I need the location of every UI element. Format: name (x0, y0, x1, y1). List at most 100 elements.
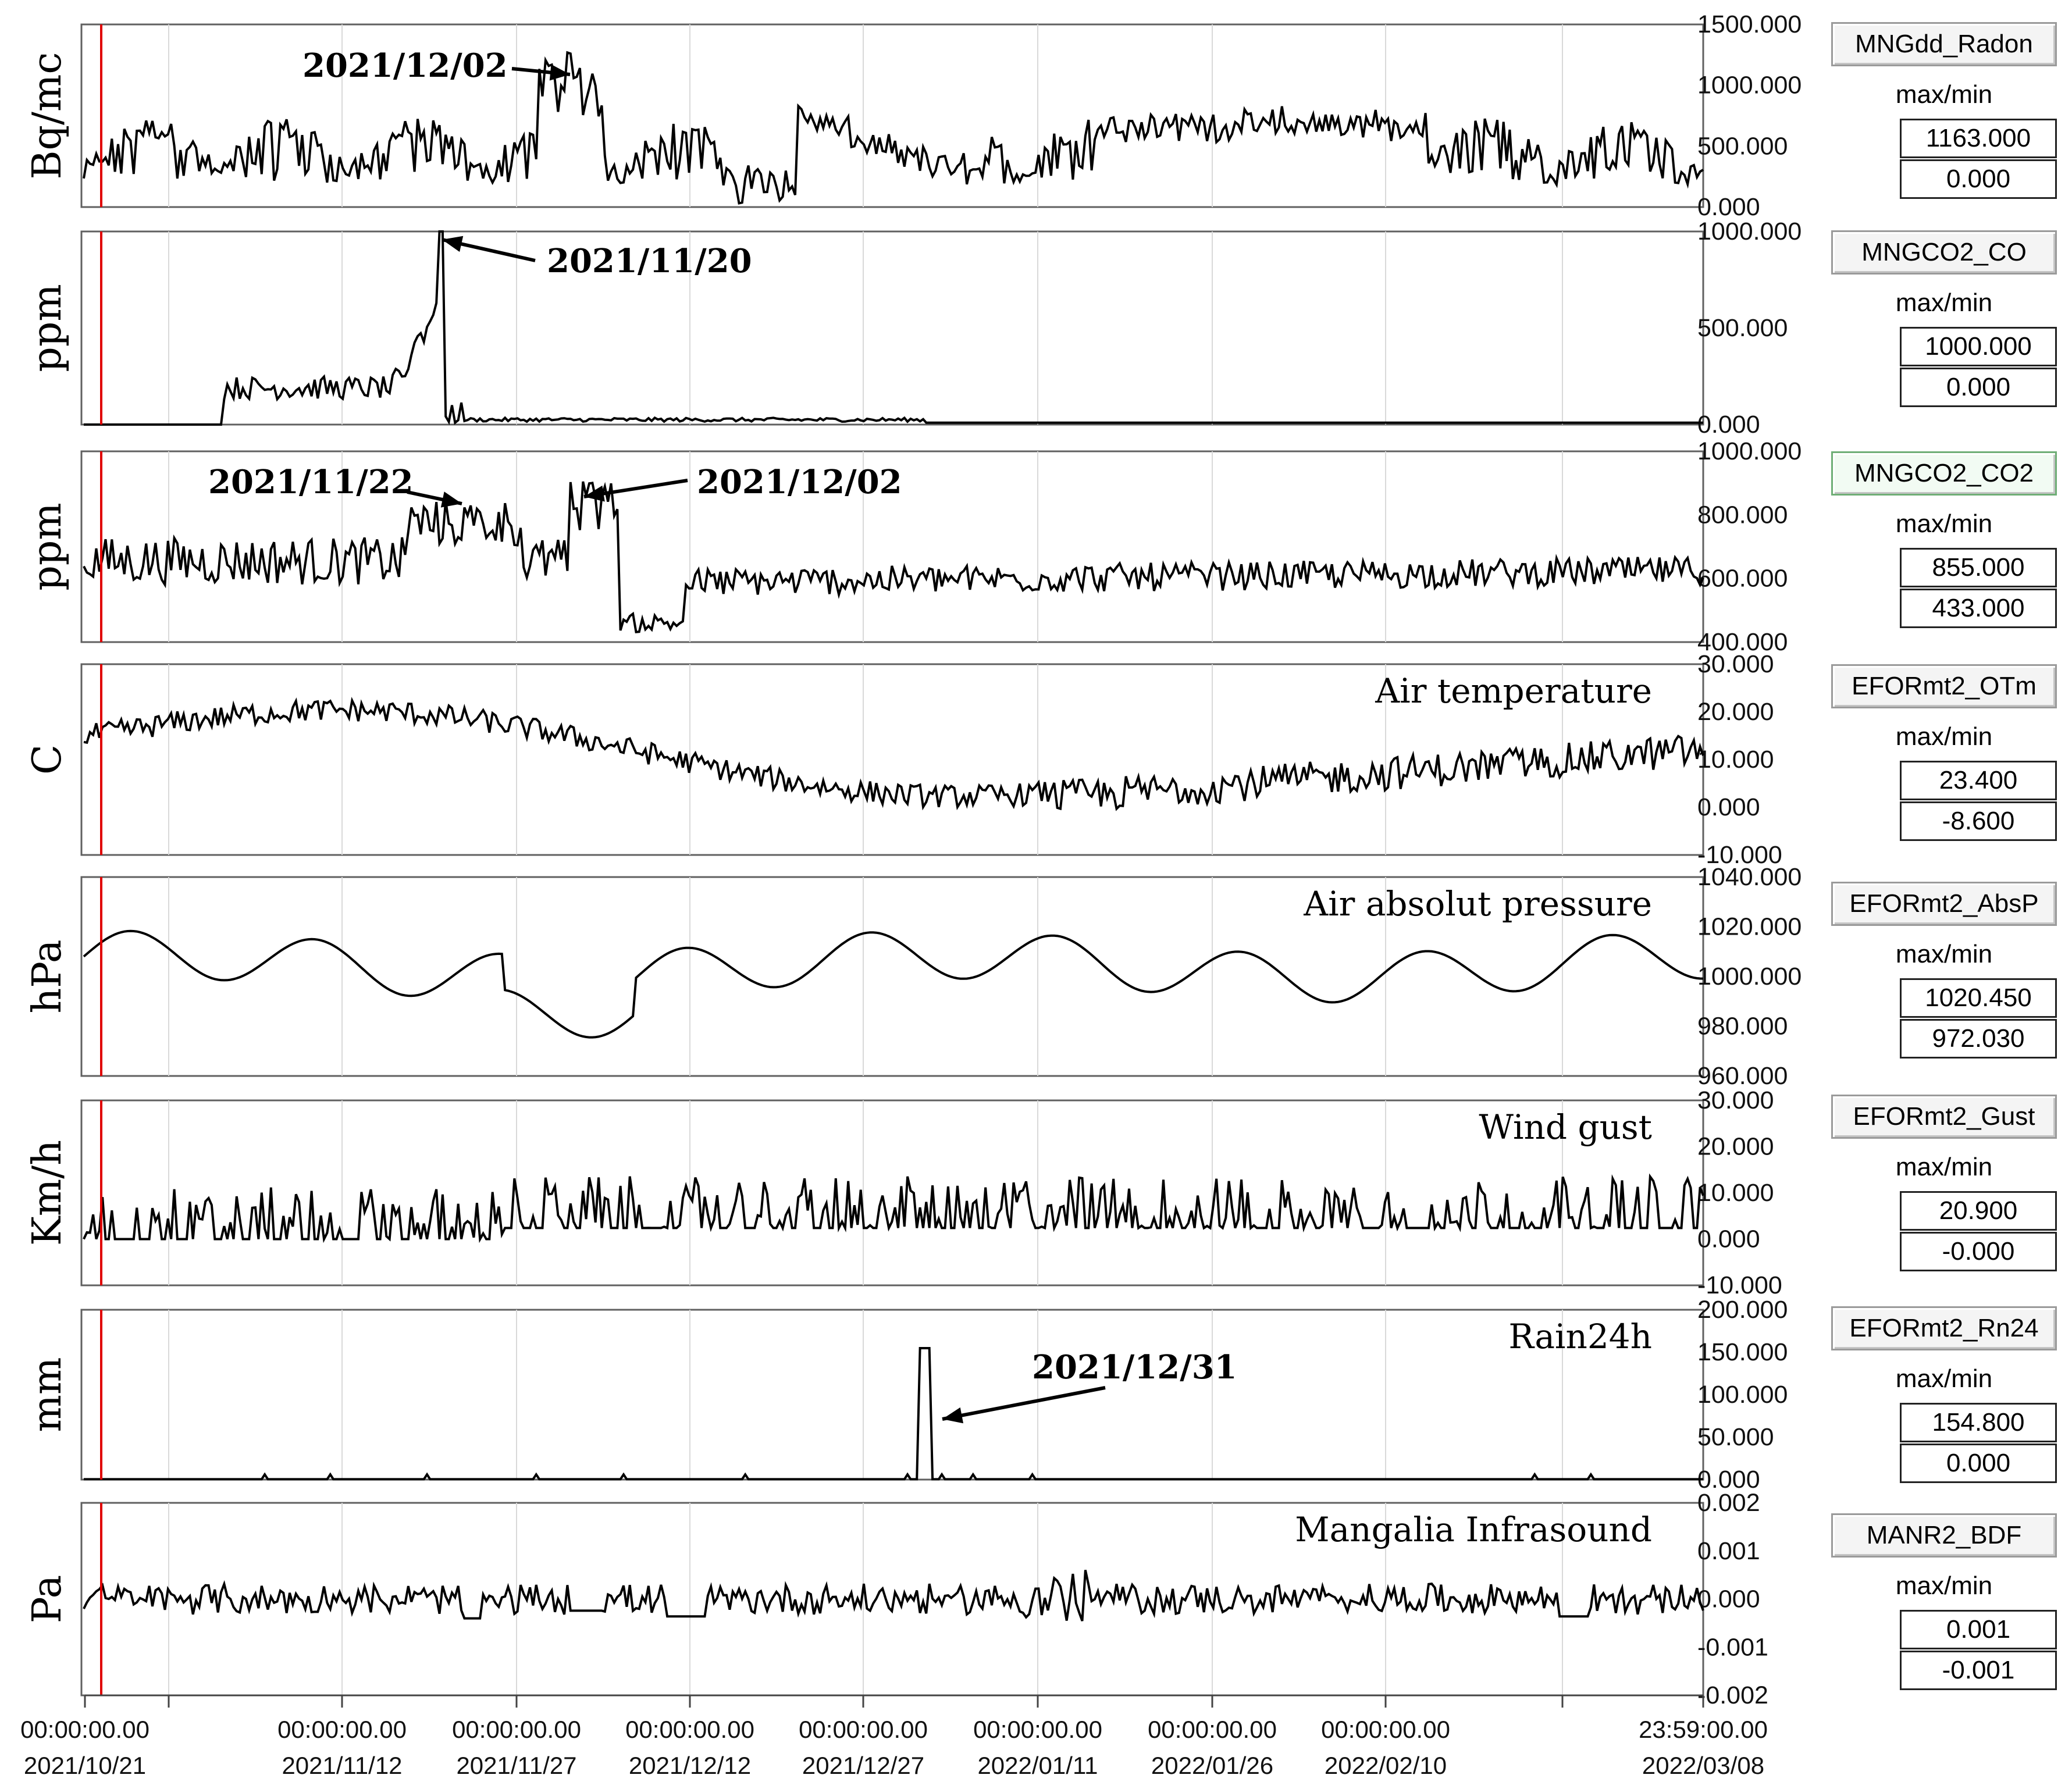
co2-ytick-label: 600.000 (1697, 565, 1788, 593)
max-value-field[interactable]: 0.001 (1900, 1610, 2057, 1649)
annotation-arrowhead (442, 236, 464, 252)
radon-ytick-label: 1000.000 (1697, 72, 1802, 99)
infra-ytick-label: 0.000 (1697, 1585, 1760, 1613)
x-tick-time: 00:00:00.00 (1321, 1716, 1450, 1743)
max-value-field[interactable]: 1020.450 (1900, 978, 2057, 1018)
channel-button-temp[interactable]: EFORmt2_OTm (1831, 664, 2057, 708)
max-value-field[interactable]: 855.000 (1900, 548, 2057, 587)
channel-button-infra[interactable]: MANR2_BDF (1831, 1513, 2057, 1558)
x-tick-date: 2022/03/08 (1642, 1752, 1764, 1779)
annotation-arrow (942, 1386, 1106, 1421)
rain-ytick-label: 0.000 (1697, 1466, 1760, 1494)
x-tick-date: 2021/10/21 (24, 1752, 146, 1779)
channel-button-co[interactable]: MNGCO2_CO (1831, 230, 2057, 275)
max-value-field[interactable]: 1163.000 (1900, 119, 2057, 158)
co2-ytick-label: 1000.000 (1697, 437, 1802, 465)
channel-button-rain[interactable]: EFORmt2_Rn24 (1831, 1306, 2057, 1350)
max-min-label: max/min (1895, 1153, 1993, 1181)
channel-button-pressure[interactable]: EFORmt2_AbsP (1831, 882, 2057, 926)
channel-button-gust[interactable]: EFORmt2_Gust (1831, 1095, 2057, 1139)
pressure-ytick-label: 1000.000 (1697, 963, 1802, 990)
rain-ytick-label: 200.000 (1697, 1296, 1788, 1324)
co-ytick-label: 500.000 (1697, 314, 1788, 342)
max-min-label: max/min (1895, 509, 1993, 538)
min-value-field[interactable]: -0.000 (1900, 1232, 2057, 1271)
rain-frame (80, 1309, 1704, 1481)
gust-ytick-label: -10.000 (1697, 1271, 1782, 1299)
temp-ytick-label: 30.000 (1697, 650, 1774, 678)
rain-panel[interactable]: 200.000 150.000 100.000 50.000 0.000 mm Rain24… (24, 1296, 1788, 1494)
rain-title: Rain24h (1508, 1317, 1652, 1356)
radon-panel[interactable]: 1500.000 1000.000 500.000 0.000 Bq/mc (24, 10, 1802, 221)
min-value-field[interactable]: 433.000 (1900, 589, 2057, 628)
max-value-field[interactable]: 23.400 (1900, 761, 2057, 800)
infra-ytick-label: 0.001 (1697, 1537, 1760, 1565)
radon-ytick-label: 0.000 (1697, 193, 1760, 221)
min-value-field[interactable]: 0.000 (1900, 368, 2057, 407)
rain-ytick-label: 100.000 (1697, 1381, 1788, 1409)
max-min-label: max/min (1895, 1364, 1993, 1393)
x-tick-time: 00:00:00.00 (625, 1716, 754, 1743)
min-value-field[interactable]: 0.000 (1900, 159, 2057, 199)
co2-ytick-label: 800.000 (1697, 501, 1788, 529)
annotation-label: 2021/12/02 (302, 47, 508, 85)
x-tick-date: 2022/01/26 (1151, 1752, 1273, 1779)
channel-button-co2[interactable]: MNGCO2_CO2 (1831, 451, 2057, 496)
time-axis: 00:00:00.00 2021/10/21 00:00:00.00 2021/11/… (20, 1694, 1768, 1779)
gust-ytick-label: 30.000 (1697, 1086, 1774, 1114)
pressure-panel[interactable]: 1040.000 1020.000 1000.000 980.000 960.000 hP… (24, 863, 1802, 1090)
gust-frame (80, 1099, 1704, 1286)
gust-ytick-label: 20.000 (1697, 1133, 1774, 1161)
x-tick-time: 00:00:00.00 (20, 1716, 149, 1743)
channel-button-radon[interactable]: MNGdd_Radon (1831, 22, 2057, 66)
radon-ytick-label: 500.000 (1697, 132, 1788, 160)
gust-ytick-label: 0.000 (1697, 1225, 1760, 1253)
pressure-ytick-label: 980.000 (1697, 1013, 1788, 1040)
x-tick-time: 00:00:00.00 (452, 1716, 581, 1743)
min-value-field[interactable]: -0.001 (1900, 1651, 2057, 1690)
co-ytick-label: 1000.000 (1697, 218, 1802, 245)
max-min-label: max/min (1895, 722, 1993, 751)
max-value-field[interactable]: 154.800 (1900, 1403, 2057, 1442)
min-value-field[interactable]: 972.030 (1900, 1019, 2057, 1059)
co2-trace (83, 481, 1704, 633)
pressure-ytick-label: 960.000 (1697, 1062, 1788, 1090)
rain-ytick-label: 50.000 (1697, 1423, 1774, 1451)
co-trace (84, 230, 1703, 426)
co-ytick-label: 0.000 (1697, 411, 1760, 439)
gust-panel[interactable]: 30.000 20.000 10.000 0.000 -10.000 Km/h Wind g… (24, 1086, 1782, 1299)
temp-panel[interactable]: 30.000 20.000 10.000 0.000 -10.000 C Air tempe… (24, 650, 1782, 869)
co-panel[interactable]: 1000.000 500.000 0.000 ppm (24, 218, 1802, 439)
x-tick-date: 2021/11/12 (282, 1752, 402, 1779)
x-tick-date: 2021/11/27 (456, 1752, 576, 1779)
min-value-field[interactable]: 0.000 (1900, 1444, 2057, 1483)
pressure-ytick-label: 1020.000 (1697, 913, 1802, 941)
co2-panel[interactable]: 1000.000 800.000 600.000 400.000 ppm (24, 437, 1802, 656)
annotation-arrowhead (549, 64, 570, 81)
infra-ytick-label: 0.002 (1697, 1489, 1760, 1517)
pressure-ytick-label: 1040.000 (1697, 863, 1802, 891)
infra-panel[interactable]: 0.002 0.001 0.000 -0.001 -0.002 Pa Mangalia In… (24, 1489, 1768, 1709)
gust-trace (83, 1173, 1704, 1243)
min-value-field[interactable]: -8.600 (1900, 801, 2057, 841)
x-tick-time: 00:00:00.00 (277, 1716, 407, 1743)
max-value-field[interactable]: 1000.000 (1900, 327, 2057, 366)
rain-ylabel: mm (24, 1357, 70, 1432)
annotation-label: 2021/12/02 (697, 463, 902, 501)
radon-frame (80, 23, 1704, 208)
annotation-label: 2021/11/20 (547, 242, 752, 280)
x-tick-date: 2022/02/10 (1325, 1752, 1447, 1779)
temp-ytick-label: 10.000 (1697, 746, 1774, 774)
x-tick-date: 2022/01/11 (977, 1752, 1098, 1779)
co2-ylabel: ppm (24, 503, 70, 591)
max-min-label: max/min (1895, 1571, 1993, 1600)
temp-ylabel: C (24, 744, 70, 775)
gust-title: Wind gust (1479, 1107, 1652, 1147)
infra-ytick-label: -0.002 (1697, 1681, 1768, 1709)
x-tick-date: 2021/12/12 (629, 1752, 751, 1779)
temp-title: Air temperature (1375, 671, 1652, 711)
x-tick-time: 23:59:00.00 (1639, 1716, 1768, 1743)
infra-title: Mangalia Infrasound (1295, 1510, 1652, 1549)
max-value-field[interactable]: 20.900 (1900, 1191, 2057, 1231)
